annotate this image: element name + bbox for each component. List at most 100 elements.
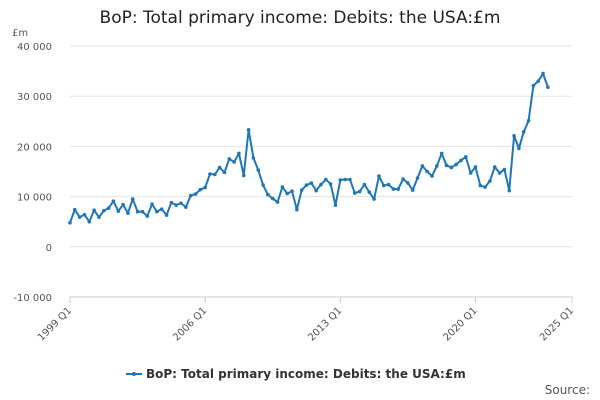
- data-point[interactable]: [497, 171, 502, 175]
- data-point[interactable]: [222, 170, 227, 175]
- data-point[interactable]: [328, 182, 333, 186]
- data-point[interactable]: [444, 163, 449, 168]
- data-point[interactable]: [241, 173, 246, 178]
- data-point[interactable]: [377, 174, 381, 178]
- data-point[interactable]: [406, 181, 410, 185]
- data-point[interactable]: [517, 146, 521, 151]
- data-point[interactable]: [106, 206, 111, 210]
- data-point[interactable]: [164, 213, 169, 217]
- data-point[interactable]: [193, 192, 198, 196]
- data-point[interactable]: [396, 187, 401, 191]
- data-point[interactable]: [208, 172, 212, 176]
- data-point[interactable]: [304, 183, 309, 187]
- data-point[interactable]: [145, 214, 150, 218]
- data-point[interactable]: [391, 187, 396, 191]
- data-point[interactable]: [116, 209, 121, 213]
- data-point[interactable]: [420, 164, 425, 168]
- data-point[interactable]: [295, 207, 299, 212]
- data-point[interactable]: [372, 197, 376, 201]
- data-point[interactable]: [367, 190, 372, 194]
- data-point[interactable]: [309, 181, 314, 185]
- data-point[interactable]: [541, 71, 545, 76]
- data-point[interactable]: [324, 177, 328, 182]
- data-point[interactable]: [92, 208, 96, 212]
- data-point[interactable]: [492, 165, 497, 169]
- data-point[interactable]: [290, 189, 294, 193]
- data-point[interactable]: [333, 203, 338, 207]
- data-point[interactable]: [521, 130, 526, 134]
- data-point[interactable]: [135, 209, 140, 214]
- data-point[interactable]: [203, 185, 207, 190]
- data-point[interactable]: [256, 168, 261, 172]
- data-point[interactable]: [449, 165, 454, 170]
- data-point[interactable]: [213, 172, 217, 177]
- data-point[interactable]: [536, 79, 541, 83]
- data-point[interactable]: [232, 160, 236, 164]
- data-point[interactable]: [502, 167, 507, 172]
- data-point[interactable]: [285, 191, 290, 196]
- data-point[interactable]: [464, 155, 468, 159]
- data-point[interactable]: [246, 128, 251, 132]
- data-point[interactable]: [174, 203, 178, 207]
- data-point[interactable]: [184, 205, 188, 209]
- data-point[interactable]: [73, 207, 77, 212]
- data-point[interactable]: [439, 151, 444, 156]
- data-point[interactable]: [410, 188, 415, 192]
- data-point[interactable]: [101, 208, 106, 213]
- data-point[interactable]: [425, 169, 429, 174]
- data-point[interactable]: [319, 182, 323, 187]
- data-point[interactable]: [343, 177, 347, 182]
- data-point[interactable]: [348, 177, 352, 182]
- data-point[interactable]: [454, 162, 458, 167]
- data-point[interactable]: [111, 199, 116, 203]
- data-point[interactable]: [227, 157, 232, 161]
- data-point[interactable]: [179, 201, 183, 205]
- data-point[interactable]: [381, 183, 386, 188]
- data-point[interactable]: [488, 179, 492, 183]
- data-point[interactable]: [150, 202, 154, 206]
- data-point[interactable]: [266, 192, 270, 197]
- data-point[interactable]: [478, 183, 483, 188]
- data-point[interactable]: [82, 212, 87, 217]
- data-point[interactable]: [386, 182, 391, 187]
- data-point[interactable]: [270, 196, 275, 201]
- data-point[interactable]: [159, 207, 164, 211]
- data-point[interactable]: [198, 187, 203, 192]
- data-point[interactable]: [299, 188, 304, 192]
- data-point[interactable]: [121, 202, 125, 207]
- data-point[interactable]: [338, 178, 343, 182]
- data-point[interactable]: [468, 171, 473, 175]
- data-point[interactable]: [188, 193, 193, 198]
- data-point[interactable]: [435, 164, 439, 168]
- data-point[interactable]: [507, 188, 512, 193]
- data-point[interactable]: [237, 151, 241, 156]
- data-point[interactable]: [546, 85, 550, 89]
- data-point[interactable]: [401, 177, 405, 181]
- data-point[interactable]: [483, 185, 487, 189]
- data-point[interactable]: [512, 134, 516, 138]
- data-point[interactable]: [459, 158, 463, 163]
- data-point[interactable]: [430, 174, 434, 178]
- data-point[interactable]: [130, 197, 135, 201]
- data-point[interactable]: [526, 119, 531, 123]
- data-point[interactable]: [251, 156, 256, 160]
- data-point[interactable]: [531, 83, 536, 88]
- data-point[interactable]: [97, 215, 101, 219]
- data-point[interactable]: [473, 165, 478, 169]
- data-point[interactable]: [87, 219, 92, 224]
- data-point[interactable]: [77, 215, 82, 219]
- data-point[interactable]: [352, 191, 357, 195]
- data-point[interactable]: [68, 220, 72, 225]
- data-point[interactable]: [126, 211, 130, 215]
- legend-label[interactable]: BoP: Total primary income: Debits: the U…: [146, 367, 466, 381]
- data-point[interactable]: [217, 165, 222, 170]
- data-point[interactable]: [261, 183, 265, 187]
- data-point[interactable]: [415, 176, 420, 180]
- data-point[interactable]: [357, 189, 362, 194]
- data-point[interactable]: [140, 209, 145, 214]
- data-point[interactable]: [280, 185, 285, 189]
- data-point[interactable]: [362, 182, 367, 187]
- data-point[interactable]: [169, 200, 174, 205]
- data-point[interactable]: [155, 209, 159, 214]
- data-point[interactable]: [314, 188, 318, 193]
